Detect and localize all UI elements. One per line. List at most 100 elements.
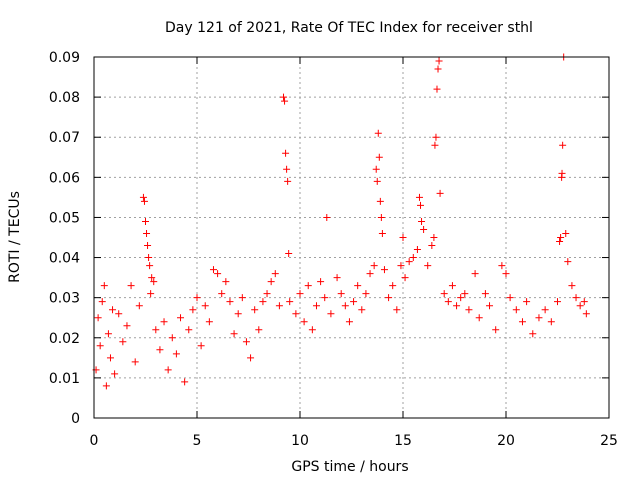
data-point xyxy=(123,322,131,330)
y-tick-label: 0.02 xyxy=(49,331,80,347)
x-tick-label: 0 xyxy=(90,433,99,449)
data-point xyxy=(541,306,549,314)
data-point xyxy=(284,177,292,185)
data-point xyxy=(385,294,393,302)
data-point xyxy=(172,350,180,358)
y-tick-label: 0.05 xyxy=(49,210,80,226)
data-point xyxy=(218,290,226,298)
data-point xyxy=(317,278,325,286)
data-point xyxy=(559,141,567,149)
data-point xyxy=(475,314,483,322)
data-point xyxy=(139,193,147,201)
data-point xyxy=(557,234,565,241)
data-point xyxy=(327,310,335,318)
data-point xyxy=(481,290,489,298)
chart-title: Day 121 of 2021, Rate Of TEC Index for r… xyxy=(165,20,533,36)
x-tick-label: 20 xyxy=(497,433,515,449)
data-point xyxy=(144,242,152,250)
y-tick-label: 0.04 xyxy=(49,251,80,267)
data-point xyxy=(389,282,397,290)
data-point xyxy=(189,306,197,314)
data-point xyxy=(209,266,217,274)
data-point xyxy=(436,189,444,197)
data-point xyxy=(275,302,283,310)
data-point xyxy=(564,258,572,266)
data-point xyxy=(286,298,294,306)
data-point xyxy=(512,306,520,314)
data-point xyxy=(558,169,566,177)
data-point xyxy=(242,338,250,346)
data-point xyxy=(214,270,222,278)
data-point xyxy=(247,354,255,362)
data-point xyxy=(376,197,384,205)
data-point xyxy=(554,298,561,306)
data-point xyxy=(283,165,291,173)
data-point xyxy=(378,229,386,237)
data-point xyxy=(535,314,543,322)
data-point xyxy=(453,302,461,310)
x-tick-label: 5 xyxy=(193,433,202,449)
data-point xyxy=(418,217,426,225)
data-point xyxy=(177,314,185,322)
data-point xyxy=(502,270,510,278)
data-point xyxy=(135,302,143,310)
data-point xyxy=(98,298,106,306)
data-point xyxy=(140,197,148,205)
data-point xyxy=(143,229,151,237)
data-point xyxy=(486,302,494,310)
data-point xyxy=(409,254,417,262)
data-point xyxy=(119,338,127,346)
x-axis-label: GPS time / hours xyxy=(291,459,408,475)
data-point xyxy=(251,306,259,314)
data-point xyxy=(435,57,443,65)
data-point xyxy=(271,270,279,278)
data-point xyxy=(529,330,537,338)
data-point xyxy=(415,193,423,201)
data-point xyxy=(420,225,428,233)
x-tick-label: 25 xyxy=(600,433,618,449)
data-point xyxy=(205,318,213,326)
data-point xyxy=(280,93,288,101)
data-point xyxy=(362,290,370,298)
plot-frame xyxy=(93,56,610,419)
data-point xyxy=(397,262,405,270)
y-tick-label: 0.07 xyxy=(49,130,80,146)
data-point xyxy=(431,141,439,149)
data-points xyxy=(92,53,590,390)
data-point xyxy=(312,302,320,310)
data-point xyxy=(337,290,345,298)
data-point xyxy=(164,366,172,374)
data-point xyxy=(255,326,263,334)
x-tick-label: 10 xyxy=(291,433,309,449)
data-point xyxy=(518,318,526,326)
tick-layer: 0 0.01 0.02 0.03 0.04 0.05 0.06 0.07 0.08 0.09 0 5 1… xyxy=(49,50,618,449)
grid-layer xyxy=(94,57,609,418)
data-point xyxy=(350,298,358,306)
y-axis-label: ROTI / TECUs xyxy=(7,191,23,283)
data-point xyxy=(197,342,205,350)
data-point xyxy=(417,201,425,209)
data-point xyxy=(201,302,209,310)
y-tick-label: 0.09 xyxy=(49,50,80,66)
data-point xyxy=(465,306,473,314)
data-point xyxy=(547,318,555,326)
data-point xyxy=(424,262,432,270)
data-point xyxy=(292,310,300,318)
data-point xyxy=(146,262,154,270)
data-point xyxy=(109,306,117,314)
data-point xyxy=(433,85,441,93)
y-tick-label: 0.08 xyxy=(49,90,80,106)
data-point xyxy=(582,310,590,318)
data-point xyxy=(498,262,506,270)
data-point xyxy=(457,294,465,302)
data-point xyxy=(358,306,366,314)
data-point xyxy=(377,213,385,221)
data-point xyxy=(580,298,588,306)
data-point xyxy=(308,326,316,334)
data-point xyxy=(366,270,374,278)
y-tick-label: 0.06 xyxy=(49,170,80,186)
data-point xyxy=(506,294,514,302)
data-point xyxy=(263,290,271,298)
data-point xyxy=(448,282,456,290)
